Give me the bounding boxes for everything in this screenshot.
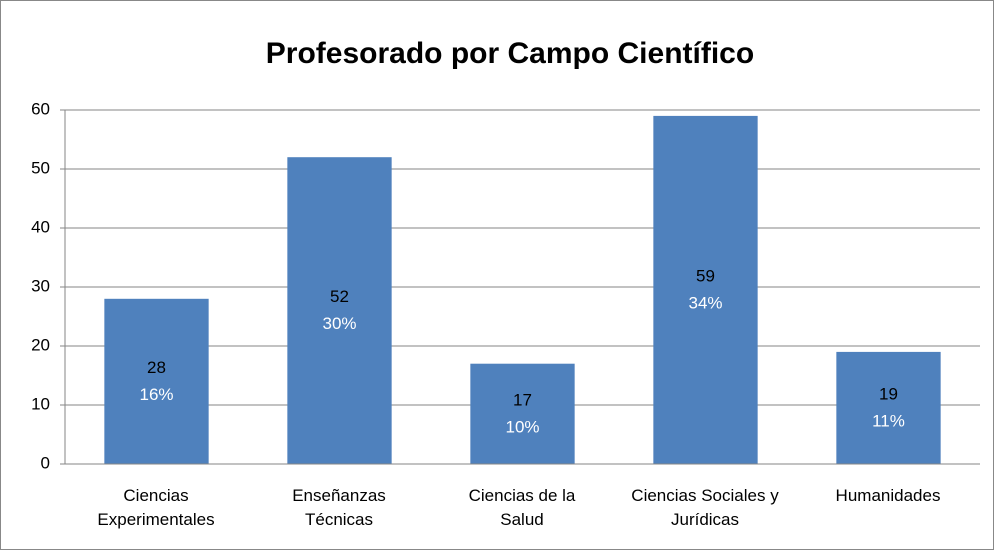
bar [653, 115, 758, 465]
bar [104, 298, 209, 464]
y-tick-label: 0 [41, 453, 50, 472]
y-tick-label: 10 [31, 394, 50, 413]
bar [836, 351, 941, 464]
y-tick-label: 60 [31, 99, 50, 118]
x-tick-label: Ciencias Experimentales [97, 486, 215, 529]
y-tick-label: 30 [31, 276, 50, 295]
bar [287, 157, 392, 464]
value-label: 17 [513, 390, 532, 409]
bar [470, 363, 575, 464]
value-label: 59 [696, 266, 715, 285]
x-tick-label: Ciencias de la Salud [468, 486, 576, 529]
percent-label: 16% [139, 385, 173, 404]
y-tick-label: 40 [31, 217, 50, 236]
x-tick-label: Ciencias Sociales y Jurídicas [631, 486, 779, 529]
percent-label: 30% [322, 314, 356, 333]
value-label: 28 [147, 358, 166, 377]
percent-label: 34% [688, 293, 722, 312]
y-tick-label: 20 [31, 335, 50, 354]
percent-label: 11% [872, 411, 905, 430]
y-tick-label: 50 [31, 158, 50, 177]
x-tick-label: Humanidades [835, 486, 941, 505]
value-label: 19 [879, 384, 898, 403]
chart-title: Profesorado por Campo Científico [266, 37, 754, 70]
percent-label: 10% [505, 417, 539, 436]
value-label: 52 [330, 287, 349, 306]
x-tick-label: Enseñanzas Técnicas [292, 486, 386, 529]
